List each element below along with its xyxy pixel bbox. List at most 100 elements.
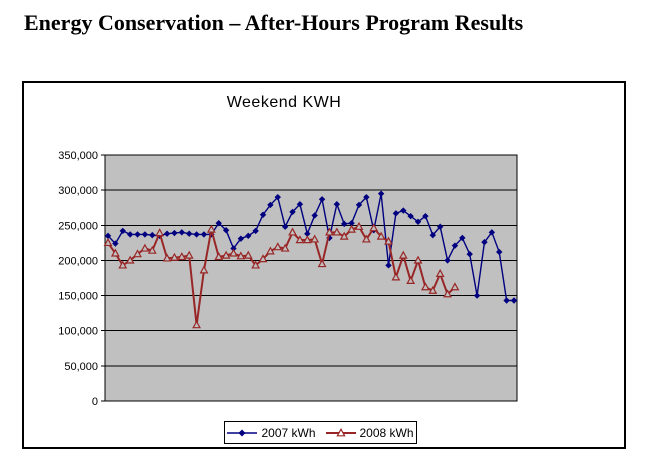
y-axis-tick-label: 250,000 [58,220,98,232]
data-point-marker [259,211,267,218]
data-point-marker [163,230,171,237]
data-point-marker [134,231,141,238]
data-point-marker [162,253,172,262]
data-point-marker [178,229,186,236]
data-point-marker [170,252,179,261]
data-point-marker [429,231,436,239]
data-point-marker [451,242,459,249]
data-point-marker [384,236,393,245]
data-point-marker [171,229,178,237]
page-title: Energy Conservation – After-Hours Progra… [24,10,524,35]
data-point-marker [186,230,193,237]
data-point-marker [251,260,261,269]
data-point-marker [414,218,422,225]
data-point-marker [140,243,150,252]
data-point-marker [376,231,386,240]
data-point-marker [133,249,142,258]
data-point-marker [348,219,355,227]
data-point-marker [363,193,370,201]
y-axis-tick-label: 100,000 [58,326,98,338]
data-point-marker [252,227,259,235]
chart-frame: 350,000 300,000 250,000 200,000 150,000 100,0… [22,81,626,449]
series-2008-kwh [103,221,460,329]
data-point-marker [407,212,414,220]
data-point-marker [391,272,401,281]
data-point-marker [317,259,327,268]
data-point-marker [200,231,208,238]
chart-title: Weekend KWH [226,94,342,111]
data-point-marker [295,235,305,244]
legend-item-2007-kwh: 2007 kWh [227,425,316,440]
data-point-marker [126,231,134,238]
data-point-marker [406,275,416,285]
y-axis-tick-label: 50,000 [64,361,98,373]
data-point-marker [428,285,438,294]
data-point-marker [288,227,297,236]
data-point-marker [267,201,274,209]
data-point-marker [222,227,230,234]
data-point-marker [361,234,371,243]
data-point-marker [302,235,312,244]
plot-area [104,154,518,402]
data-point-marker [125,255,135,264]
data-point-marker [398,250,408,259]
data-point-marker [488,229,496,236]
series-line [107,225,456,326]
data-point-marker [332,227,342,236]
data-point-marker [354,221,364,230]
data-point-marker [369,223,379,232]
legend-marker-diamond-icon [227,429,258,436]
data-point-marker [444,257,451,264]
y-axis-tick-label: 300,000 [58,185,98,197]
data-point-marker [355,201,363,209]
data-point-marker [147,245,157,254]
data-point-marker [318,196,326,203]
data-point-marker [112,240,119,247]
data-point-marker [141,231,149,238]
data-point-marker [104,232,112,240]
legend-marker-triangle-icon [325,427,356,436]
data-point-marker [265,246,275,255]
data-point-marker [236,251,246,260]
data-point-marker [119,227,126,235]
data-point-marker [280,243,290,252]
data-point-marker [422,212,429,220]
data-point-marker [206,224,216,233]
data-point-marker [339,231,349,240]
data-point-marker [377,190,385,197]
data-point-marker [296,201,304,208]
data-point-marker [103,238,113,247]
data-point-marker [496,248,503,256]
y-axis-tick-label: 150,000 [58,291,98,303]
data-point-marker [245,232,252,240]
data-point-marker [230,245,237,252]
data-point-marker [392,210,400,217]
data-point-marker [110,248,120,257]
data-point-marker [510,297,518,304]
legend-label: 2007 kWh [261,425,316,440]
legend-label: 2008 kWh [359,425,414,440]
data-point-marker [325,227,334,236]
data-point-marker [385,262,392,269]
data-point-marker [304,230,311,237]
data-point-marker [435,268,445,277]
data-point-marker [311,212,318,219]
data-point-marker [193,231,200,238]
data-point-marker [333,201,341,208]
data-point-marker [341,220,348,228]
data-point-marker [347,224,357,233]
data-point-marker [199,265,209,274]
data-point-marker [436,223,444,230]
data-point-marker [215,219,222,227]
data-point-marker [243,250,253,259]
data-point-marker [413,255,423,264]
data-point-marker [274,193,281,201]
data-point-marker [155,228,165,237]
data-point-marker [192,320,201,329]
data-point-marker [177,252,187,261]
legend-item-2008-kwh: 2008 kWh [325,425,414,440]
y-axis-tick-label: 200,000 [58,255,98,267]
data-point-marker [214,252,224,261]
data-point-marker [184,250,194,259]
data-point-marker [149,231,156,239]
